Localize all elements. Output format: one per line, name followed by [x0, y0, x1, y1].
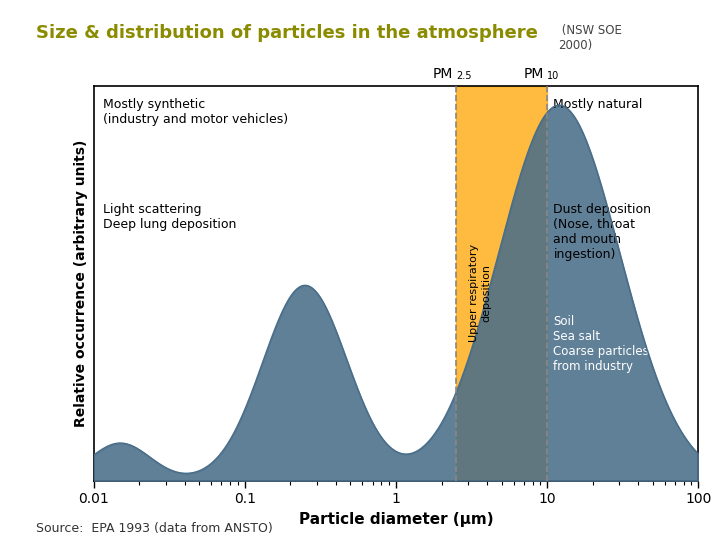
Text: Upper respiratory
deposition: Upper respiratory deposition: [469, 244, 491, 342]
Text: Size & distribution of particles in the atmosphere: Size & distribution of particles in the …: [36, 24, 538, 42]
Text: Light scattering
Deep lung deposition: Light scattering Deep lung deposition: [103, 203, 236, 231]
Text: Mostly natural: Mostly natural: [554, 98, 643, 111]
Text: Soil
Sea salt
Coarse particles
from industry: Soil Sea salt Coarse particles from indu…: [554, 315, 649, 374]
Text: PM: PM: [524, 67, 544, 81]
Text: Mostly synthetic
(industry and motor vehicles): Mostly synthetic (industry and motor veh…: [103, 98, 288, 126]
X-axis label: Particle diameter (μm): Particle diameter (μm): [299, 512, 493, 527]
Text: (NSW SOE
2000): (NSW SOE 2000): [558, 24, 622, 52]
Text: PM: PM: [433, 67, 454, 81]
Y-axis label: Relative occurrence (arbitrary units): Relative occurrence (arbitrary units): [74, 140, 88, 427]
Text: Source:  EPA 1993 (data from ANSTO): Source: EPA 1993 (data from ANSTO): [36, 522, 273, 535]
Text: Dust deposition
(Nose, throat
and mouth
ingestion): Dust deposition (Nose, throat and mouth …: [554, 203, 652, 261]
Text: 10: 10: [547, 71, 559, 81]
Text: Organics
Nitrates
Lead
Soot: Organics Nitrates Lead Soot: [217, 315, 269, 374]
Text: 2.5: 2.5: [456, 71, 472, 81]
